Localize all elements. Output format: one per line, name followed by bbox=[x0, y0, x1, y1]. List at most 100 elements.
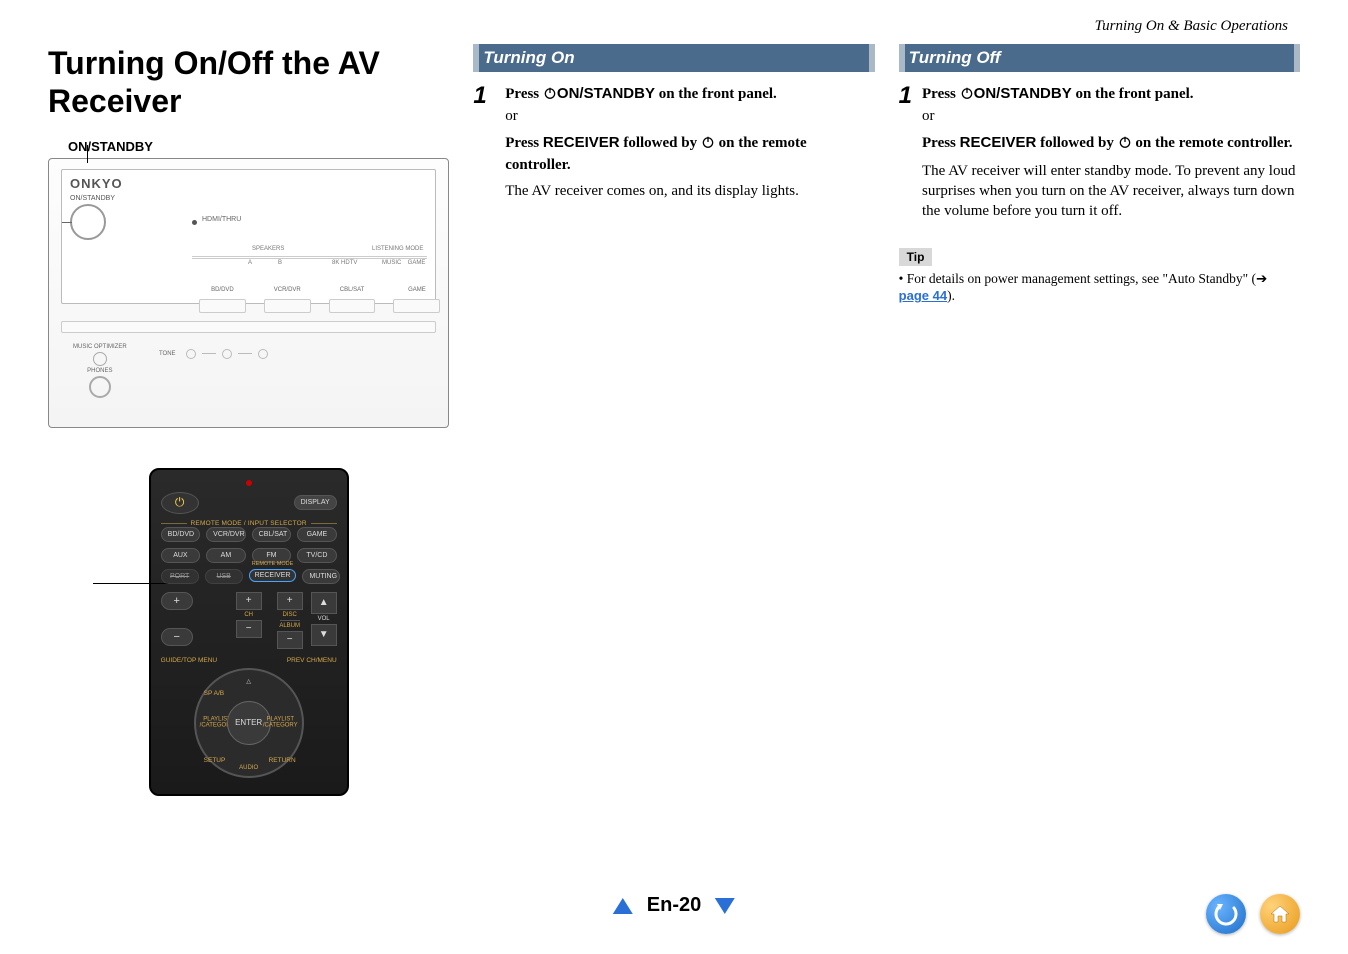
remote-btn-game: GAME bbox=[297, 527, 337, 542]
remote-btn-cblsat: CBL/SAT bbox=[252, 527, 292, 542]
text: RECEIVER bbox=[543, 134, 620, 151]
tip-text-end: ). bbox=[947, 288, 955, 303]
step-number: 1 bbox=[899, 84, 912, 222]
fp-b: B bbox=[278, 260, 282, 266]
remote-vol-up: ▲ bbox=[311, 592, 337, 614]
fp-standby-button bbox=[70, 204, 106, 240]
power-icon bbox=[701, 135, 715, 155]
remote-led bbox=[246, 480, 252, 486]
remote-btn-vcrdvr: VCR/DVR bbox=[206, 527, 246, 542]
fp-indicator-dot bbox=[192, 220, 197, 225]
page-number: En-20 bbox=[647, 894, 701, 917]
home-icon bbox=[1268, 902, 1292, 926]
text: on the remote controller. bbox=[1132, 135, 1293, 151]
text: followed by bbox=[620, 135, 701, 151]
text: Press bbox=[505, 135, 543, 151]
text: Press bbox=[505, 86, 543, 102]
text-or: or bbox=[922, 106, 1300, 126]
remote-disc-down: − bbox=[277, 631, 303, 649]
on-standby-label: ON/STANDBY bbox=[68, 139, 449, 154]
power-icon bbox=[1118, 135, 1132, 155]
remote-guide-label: GUIDE/TOP MENU bbox=[161, 657, 217, 664]
text: ON/STANDBY bbox=[557, 85, 655, 102]
fp-hdtv: 8K HDTV bbox=[332, 260, 357, 266]
text: Press bbox=[922, 86, 960, 102]
col-turning-on: Turning On 1 Press ON/STANDBY on the fro… bbox=[473, 44, 874, 796]
pointer-line bbox=[87, 145, 88, 163]
fp-listening: LISTENING MODE bbox=[372, 246, 423, 252]
remote-disc-up: + bbox=[277, 592, 303, 610]
power-icon bbox=[543, 86, 557, 106]
text: RECEIVER bbox=[960, 134, 1037, 151]
remote-btn-receiver: RECEIVER bbox=[249, 569, 297, 582]
remote-ch-up: + bbox=[236, 592, 262, 610]
page-link[interactable]: page 44 bbox=[899, 288, 947, 303]
remote-mode-label: REMOTE MODE / INPUT SELECTOR bbox=[161, 520, 337, 527]
text: ON/STANDBY bbox=[974, 85, 1072, 102]
section-heading-on: Turning On bbox=[473, 44, 874, 72]
fp-in3: CBL/SAT bbox=[329, 287, 376, 293]
remote-audio-label: AUDIO bbox=[239, 765, 258, 772]
back-arrow-icon bbox=[1214, 902, 1238, 926]
remote-ch-label: CH bbox=[244, 612, 253, 618]
fp-in2: VCR/DVR bbox=[264, 287, 311, 293]
result-text: The AV receiver will enter standby mode.… bbox=[922, 161, 1300, 222]
fp-small-knob bbox=[93, 352, 107, 366]
remote-disc-label: DISC bbox=[282, 612, 296, 618]
remote-btn-am: AM bbox=[206, 548, 246, 563]
fp-in4: GAME bbox=[393, 287, 440, 293]
brand-logo-text: ONKYO bbox=[70, 176, 427, 191]
remote-spab: SP A/B bbox=[204, 690, 224, 697]
fp-music: MUSIC bbox=[382, 260, 401, 266]
remote-ch-down: − bbox=[236, 620, 262, 638]
fp-game-mode: GAME bbox=[408, 260, 426, 266]
fp-speakers-label: SPEAKERS bbox=[252, 246, 284, 252]
text: Press bbox=[922, 135, 960, 151]
remote-diagram: ⏻ DISPLAY REMOTE MODE / INPUT SELECTOR B… bbox=[149, 468, 349, 796]
fp-phones: PHONES bbox=[73, 368, 127, 374]
remote-album-label: ALBUM bbox=[279, 623, 300, 629]
home-button[interactable] bbox=[1260, 894, 1300, 934]
remote-nav-ring: SP A/B ▵ PLAYLIST /CATEGORY ENTER PLAYLI… bbox=[194, 668, 304, 778]
remote-playlist-right: PLAYLIST /CATEGORY bbox=[263, 716, 298, 729]
remote-btn-usb: USB bbox=[205, 569, 243, 584]
page-title: Turning On/Off the AV Receiver bbox=[48, 44, 449, 121]
fp-music-opt: MUSIC OPTIMIZER bbox=[73, 344, 127, 350]
remote-setup-label: SETUP bbox=[204, 757, 226, 764]
callout-line bbox=[93, 583, 168, 584]
back-button[interactable] bbox=[1206, 894, 1246, 934]
arrow-icon: ➔ bbox=[1256, 271, 1267, 286]
text: on the front panel. bbox=[655, 86, 777, 102]
fp-slot bbox=[329, 299, 376, 313]
fp-a: A bbox=[248, 260, 252, 266]
fp-tone-knob bbox=[186, 349, 196, 359]
remote-mode-tag: REMOTE MODE bbox=[252, 561, 294, 567]
power-icon bbox=[960, 86, 974, 106]
remote-prev-label: PREV CH/MENU bbox=[287, 657, 337, 664]
remote-vol-label: VOL bbox=[318, 616, 330, 622]
remote-nav-up-icon: ▵ bbox=[246, 676, 251, 687]
fp-phones-jack bbox=[89, 376, 111, 398]
fp-slot bbox=[393, 299, 440, 313]
fp-tone-knob bbox=[258, 349, 268, 359]
result-text: The AV receiver comes on, and its displa… bbox=[505, 181, 874, 201]
fp-slot bbox=[199, 299, 246, 313]
remote-btn-bddvd: BD/DVD bbox=[161, 527, 201, 542]
text: on the front panel. bbox=[1072, 86, 1194, 102]
prev-page-button[interactable] bbox=[613, 898, 633, 914]
remote-return-label: RETURN bbox=[269, 757, 296, 764]
remote-btn-aux: AUX bbox=[161, 548, 201, 563]
front-panel-diagram: ONKYO ON/STANDBY HDMI/THRU SPEAKERS A B … bbox=[48, 158, 449, 428]
breadcrumb: Turning On & Basic Operations bbox=[1095, 18, 1288, 35]
remote-display-button: DISPLAY bbox=[294, 495, 337, 510]
remote-btn-muting: MUTING bbox=[302, 569, 340, 584]
next-page-button[interactable] bbox=[715, 898, 735, 914]
fp-slot bbox=[264, 299, 311, 313]
col-left: Turning On/Off the AV Receiver ON/STANDB… bbox=[48, 44, 449, 796]
fp-bottom-strip bbox=[61, 321, 436, 333]
section-heading-off: Turning Off bbox=[899, 44, 1300, 72]
col-turning-off: Turning Off 1 Press ON/STANDBY on the fr… bbox=[899, 44, 1300, 796]
remote-power-icon: ⏻ bbox=[161, 492, 199, 514]
remote-plus-button: + bbox=[161, 592, 193, 610]
tip-label: Tip bbox=[899, 248, 933, 266]
